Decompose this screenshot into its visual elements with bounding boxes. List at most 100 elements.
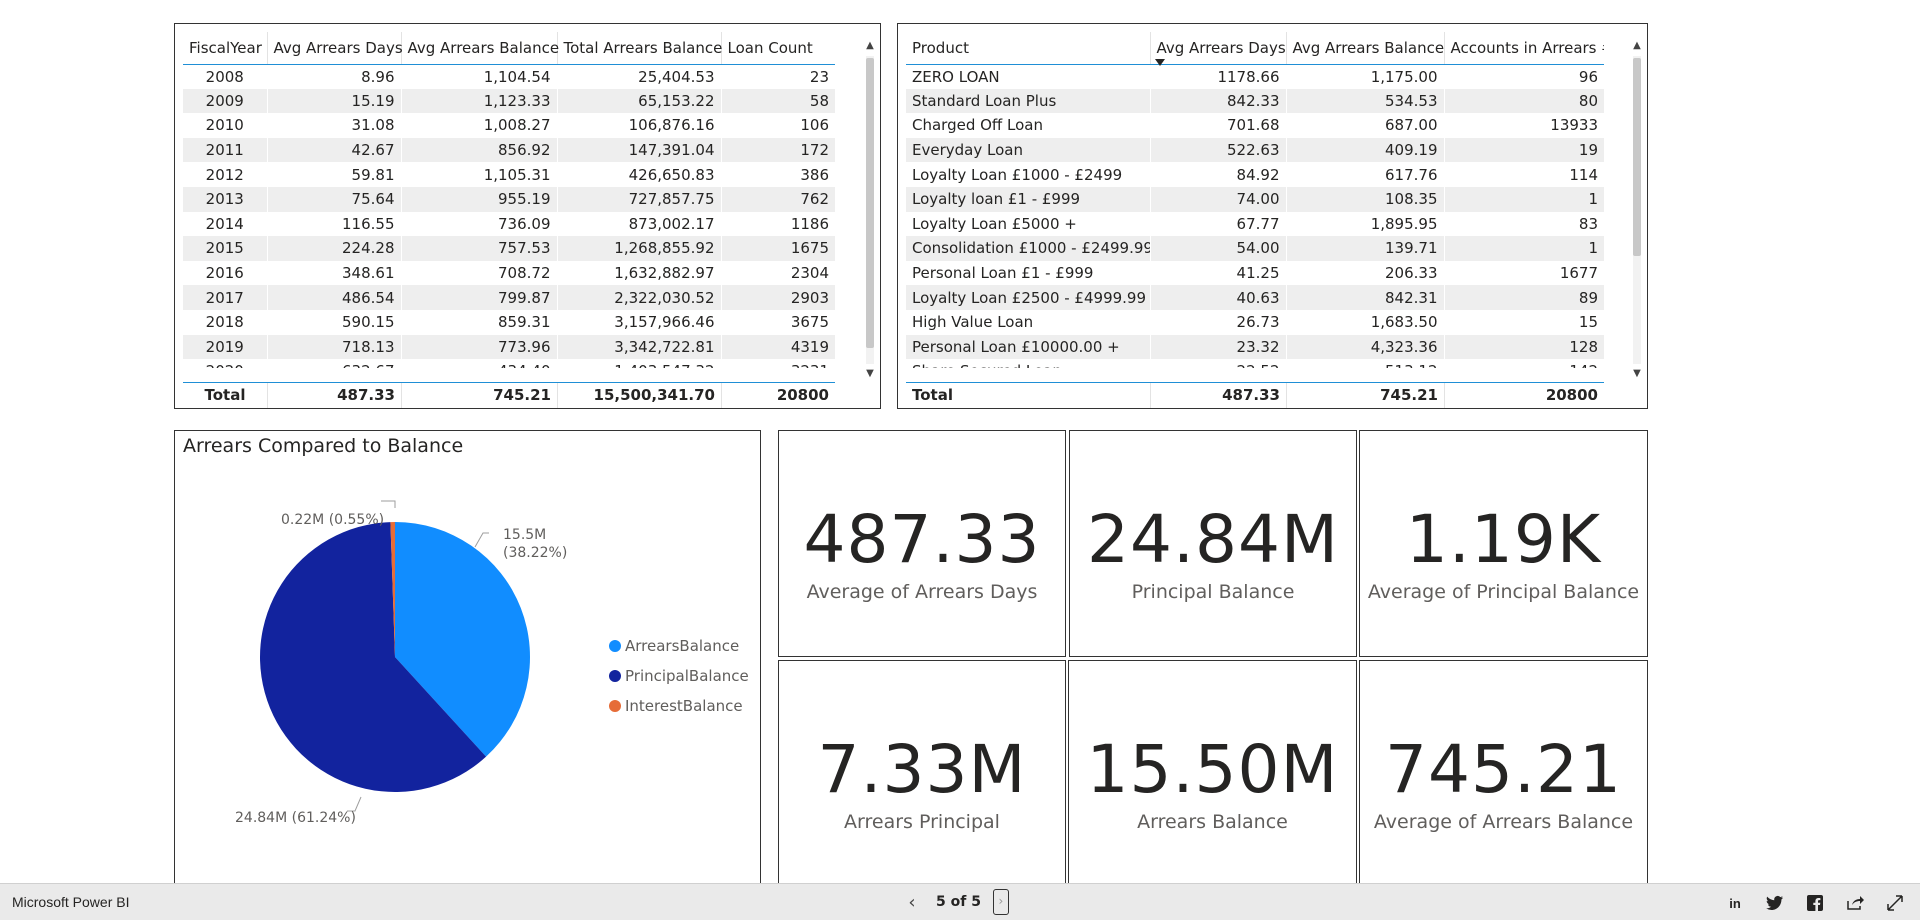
card-label: Arrears Balance [1137, 811, 1288, 833]
sort-descending-icon[interactable] [1154, 58, 1165, 66]
table-cell: 67.77 [1149, 211, 1286, 237]
product-row[interactable]: Consolidation £1000 - £2499.99 54.00 139.7… [906, 236, 1604, 261]
card-average-arrears-balance: 745.21 Average of Arrears Balance [1359, 660, 1648, 890]
table-cell: 736.09 [400, 211, 557, 237]
product-row[interactable]: Charged Off Loan 701.68 687.00 13933 [906, 113, 1604, 138]
page-indicator: 5 of 5 [936, 894, 981, 910]
table-cell: 23.32 [1149, 334, 1286, 360]
fiscal-year-row[interactable]: 2020632.67434.401,403,547.323231 [183, 359, 835, 368]
fiscal-year-row[interactable]: 2008 8.96 1,104.54 25,404.53 23 [183, 64, 835, 89]
table-cell: 3,157,966.46 [556, 309, 721, 335]
scroll-thumb[interactable] [866, 58, 874, 348]
header-loan-count[interactable]: Loan Count [720, 32, 835, 65]
fiscal-year-row[interactable]: 2009 15.19 1,123.33 65,153.22 58 [183, 88, 835, 114]
chevron-left-icon[interactable]: ‹ [908, 891, 916, 913]
card-value: 24.84M [1087, 501, 1339, 578]
table-cell: High Value Loan [912, 313, 1034, 332]
leader-line-interest [381, 500, 396, 508]
table-cell: 486.54 [266, 285, 401, 310]
product-row[interactable]: Standard Loan Plus 842.33 534.53 80 [906, 88, 1604, 114]
table-cell: 3675 [720, 309, 835, 335]
table-cell: 617.76 [1285, 162, 1444, 187]
pie-slice-interest[interactable] [390, 522, 395, 657]
table-cell: 3231 [720, 359, 835, 368]
table-cell: 80 [1443, 88, 1604, 114]
product-row[interactable]: Loyalty Loan £5000 + 67.77 1,895.95 83 [906, 211, 1604, 237]
table-cell: 4319 [720, 334, 835, 360]
fiscal-year-row[interactable]: 2012 59.81 1,105.31 426,650.83 386 [183, 162, 835, 187]
table-cell: Personal Loan £1 - £999 [912, 264, 1094, 283]
scroll-down-icon[interactable]: ▼ [866, 368, 874, 379]
twitter-icon[interactable] [1764, 892, 1786, 914]
legend-item-arrears[interactable]: ArrearsBalance [609, 631, 749, 661]
product-row[interactable]: Everyday Loan 522.63 409.19 19 [906, 137, 1604, 163]
header-avg-arrears-balance[interactable]: Avg Arrears Balance [400, 32, 559, 65]
linkedin-icon[interactable]: in [1729, 895, 1741, 911]
fiscal-year-row[interactable]: 2011 42.67 856.92 147,391.04 172 [183, 137, 835, 163]
header-accounts-in-arrears[interactable]: Accounts in Arrears # [1443, 32, 1604, 65]
fiscal-year-row[interactable]: 2017 486.54 799.87 2,322,030.52 2903 [183, 285, 835, 310]
fullscreen-icon[interactable] [1884, 892, 1906, 914]
header-avg-arrears-days[interactable]: Avg Arrears Days [266, 32, 403, 65]
header-product[interactable]: Product [906, 32, 1150, 65]
scroll-up-icon[interactable]: ▲ [866, 40, 874, 51]
fiscal-year-row[interactable]: 2010 31.08 1,008.27 106,876.16 106 [183, 113, 835, 138]
table-cell: 348.61 [266, 260, 401, 286]
fiscal-year-row[interactable]: 2019 718.13 773.96 3,342,722.81 4319 [183, 334, 835, 360]
product-row[interactable]: Personal Loan £1 - £999 41.25 206.33 1677 [906, 260, 1604, 286]
legend-item-interest[interactable]: InterestBalance [609, 691, 749, 721]
card-value: 15.50M [1086, 731, 1339, 808]
table-cell: 13933 [1443, 113, 1604, 138]
scroll-down-icon[interactable]: ▼ [1633, 368, 1641, 379]
header-fiscal-year[interactable]: FiscalYear [183, 32, 267, 65]
fiscal-year-row[interactable]: 2016 348.61 708.72 1,632,882.97 2304 [183, 260, 835, 286]
scroll-up-icon[interactable]: ▲ [1633, 40, 1641, 51]
table-cell: 799.87 [400, 285, 557, 310]
table-cell: 15 [1443, 309, 1604, 335]
legend-dot-interest [609, 700, 621, 712]
fiscal-year-row[interactable]: 2013 75.64 955.19 727,857.75 762 [183, 186, 835, 212]
table-cell: Share Secured Loan [906, 359, 1150, 368]
table-cell: 1 [1443, 186, 1604, 212]
total-loan-count: 20800 [721, 383, 835, 408]
powerbi-brand[interactable]: Microsoft Power BI [12, 894, 130, 910]
product-row[interactable]: Loyalty Loan £1000 - £2499 84.92 617.76 114 [906, 162, 1604, 187]
table-cell: 842.33 [1149, 88, 1286, 114]
fiscal-table-scrollbar[interactable]: ▲ ▼ [864, 40, 876, 380]
product-row[interactable]: Share Secured Loan22.52513.12142 [906, 359, 1604, 368]
pie-slices [259, 522, 530, 792]
fiscal-year-row[interactable]: 2015 224.28 757.53 1,268,855.92 1675 [183, 236, 835, 261]
header-avg-arrears-days-sorted[interactable]: Avg Arrears Days [1149, 32, 1286, 66]
table-cell: 1,008.27 [400, 113, 557, 138]
scroll-thumb[interactable] [1633, 58, 1641, 256]
pie-label-principal: 24.84M (61.24%) [235, 810, 356, 826]
product-table-scrollbar[interactable]: ▲ ▼ [1631, 40, 1643, 380]
product-row[interactable]: Loyalty Loan £2500 - £4999.99 40.63 842.31… [906, 285, 1604, 310]
legend-item-principal[interactable]: PrincipalBalance [609, 661, 749, 691]
product-row[interactable]: ZERO LOAN 1178.66 1,175.00 96 [906, 64, 1604, 89]
table-cell: Everyday Loan [906, 137, 1150, 163]
pie-slice-arrears[interactable] [395, 522, 530, 757]
pie-slice-principal[interactable] [259, 522, 487, 792]
table-cell: 31.08 [266, 113, 401, 138]
header-avg-arrears-balance[interactable]: Avg Arrears Balance [1285, 32, 1444, 65]
card-value: 487.33 [803, 501, 1041, 578]
product-row[interactable]: High Value Loan 26.73 1,683.50 15 [906, 309, 1604, 335]
fiscal-year-row[interactable]: 2014 116.55 736.09 873,002.17 1186 [183, 211, 835, 237]
table-cell: 409.19 [1285, 137, 1444, 163]
chevron-right-icon[interactable]: › [992, 889, 1009, 915]
product-row[interactable]: Loyalty loan £1 - £999 74.00 108.35 1 [906, 186, 1604, 212]
product-row[interactable]: Personal Loan £10000.00 +23.32 4,323.36 12… [906, 334, 1604, 360]
fiscal-year-grid: FiscalYear Avg Arrears Days Avg Arrears … [183, 32, 835, 368]
table-cell: 708.72 [400, 260, 557, 286]
fiscal-year-row[interactable]: 2018 590.15 859.31 3,157,966.46 3675 [183, 309, 835, 335]
table-cell: 2016 [205, 264, 244, 283]
table-cell: Loyalty Loan £5000 + [912, 214, 1077, 233]
header-total-arrears-balance[interactable]: Total Arrears Balance [556, 32, 722, 65]
table-cell: 1,632,882.97 [556, 260, 721, 286]
share-icon[interactable] [1844, 892, 1866, 914]
table-cell: 2903 [720, 285, 835, 310]
facebook-icon[interactable] [1804, 892, 1826, 914]
table-cell: 426,650.83 [556, 162, 721, 187]
table-cell: 859.31 [400, 309, 557, 335]
